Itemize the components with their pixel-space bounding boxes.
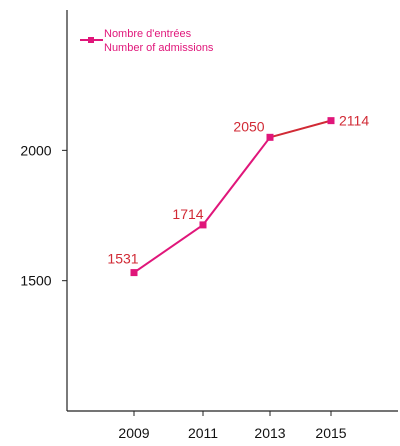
data-point-marker bbox=[130, 269, 138, 277]
series-line-segment bbox=[269, 119, 332, 139]
legend: Nombre d'entrées Number of admissions bbox=[80, 28, 214, 54]
legend-marker-swatch bbox=[88, 37, 94, 43]
chart-marks: 1500 2000 2009 2011 2013 2015 1531 1714 2050 2114 bbox=[20, 113, 369, 441]
series-line-segment bbox=[133, 224, 204, 274]
legend-label-line2: Number of admissions bbox=[104, 42, 214, 54]
data-label: 1531 bbox=[107, 251, 138, 267]
data-label: 2114 bbox=[339, 113, 369, 129]
y-tick-label: 1500 bbox=[20, 273, 51, 289]
legend-label-line1: Nombre d'entrées bbox=[104, 28, 192, 40]
data-label: 1714 bbox=[172, 206, 203, 222]
x-tick-label: 2015 bbox=[315, 425, 346, 441]
data-label: 2050 bbox=[233, 118, 264, 134]
data-point-marker bbox=[199, 221, 207, 229]
series-line-segment bbox=[202, 136, 271, 226]
x-tick-label: 2011 bbox=[188, 425, 218, 441]
y-tick-label: 2000 bbox=[20, 142, 51, 158]
x-tick-label: 2013 bbox=[254, 425, 285, 441]
data-point-marker bbox=[327, 117, 335, 125]
data-point-marker bbox=[266, 133, 274, 141]
x-tick-label: 2009 bbox=[118, 425, 149, 441]
